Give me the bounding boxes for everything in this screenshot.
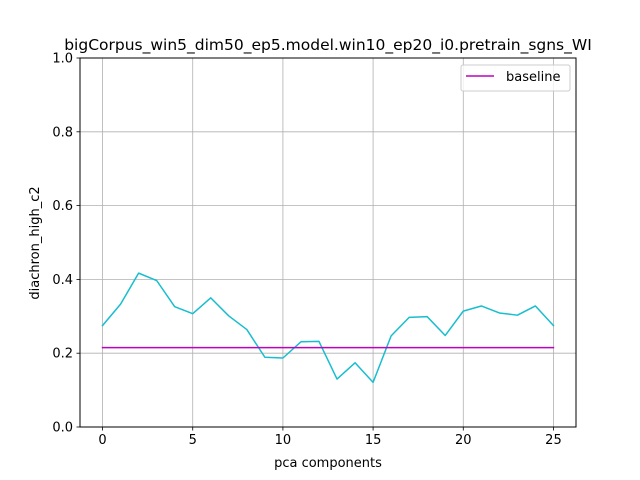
chart-title: bigCorpus_win5_dim50_ep5.model.win10_ep2… bbox=[64, 36, 592, 55]
x-tick-label: 10 bbox=[275, 433, 292, 448]
y-tick-label: 0.8 bbox=[52, 125, 73, 140]
grid bbox=[80, 57, 576, 428]
series-line-main bbox=[101, 272, 555, 384]
y-tick-label: 0.2 bbox=[52, 347, 73, 362]
x-tick-label: 20 bbox=[455, 433, 472, 448]
x-tick-label: 25 bbox=[545, 433, 562, 448]
legend: baseline bbox=[460, 64, 571, 92]
plot-frame bbox=[79, 57, 577, 428]
series-layer bbox=[101, 272, 555, 384]
ticks: 0 5 10 15 20 25 0.0 0.2 0.4 0.6 0.8 1.0 bbox=[52, 52, 561, 449]
y-tick-label: 0.4 bbox=[52, 273, 73, 288]
legend-label-baseline: baseline bbox=[506, 70, 560, 85]
y-tick-label: 0.6 bbox=[52, 199, 73, 214]
y-tick-label: 1.0 bbox=[52, 52, 73, 67]
legend-box bbox=[460, 64, 571, 92]
x-tick-label: 5 bbox=[189, 433, 197, 448]
x-tick-label: 0 bbox=[98, 433, 106, 448]
x-axis-label: pca components bbox=[274, 456, 382, 471]
y-tick-label: 0.0 bbox=[52, 421, 73, 436]
x-tick-label: 15 bbox=[365, 433, 382, 448]
y-axis-label: diachron_high_c2 bbox=[28, 186, 43, 299]
